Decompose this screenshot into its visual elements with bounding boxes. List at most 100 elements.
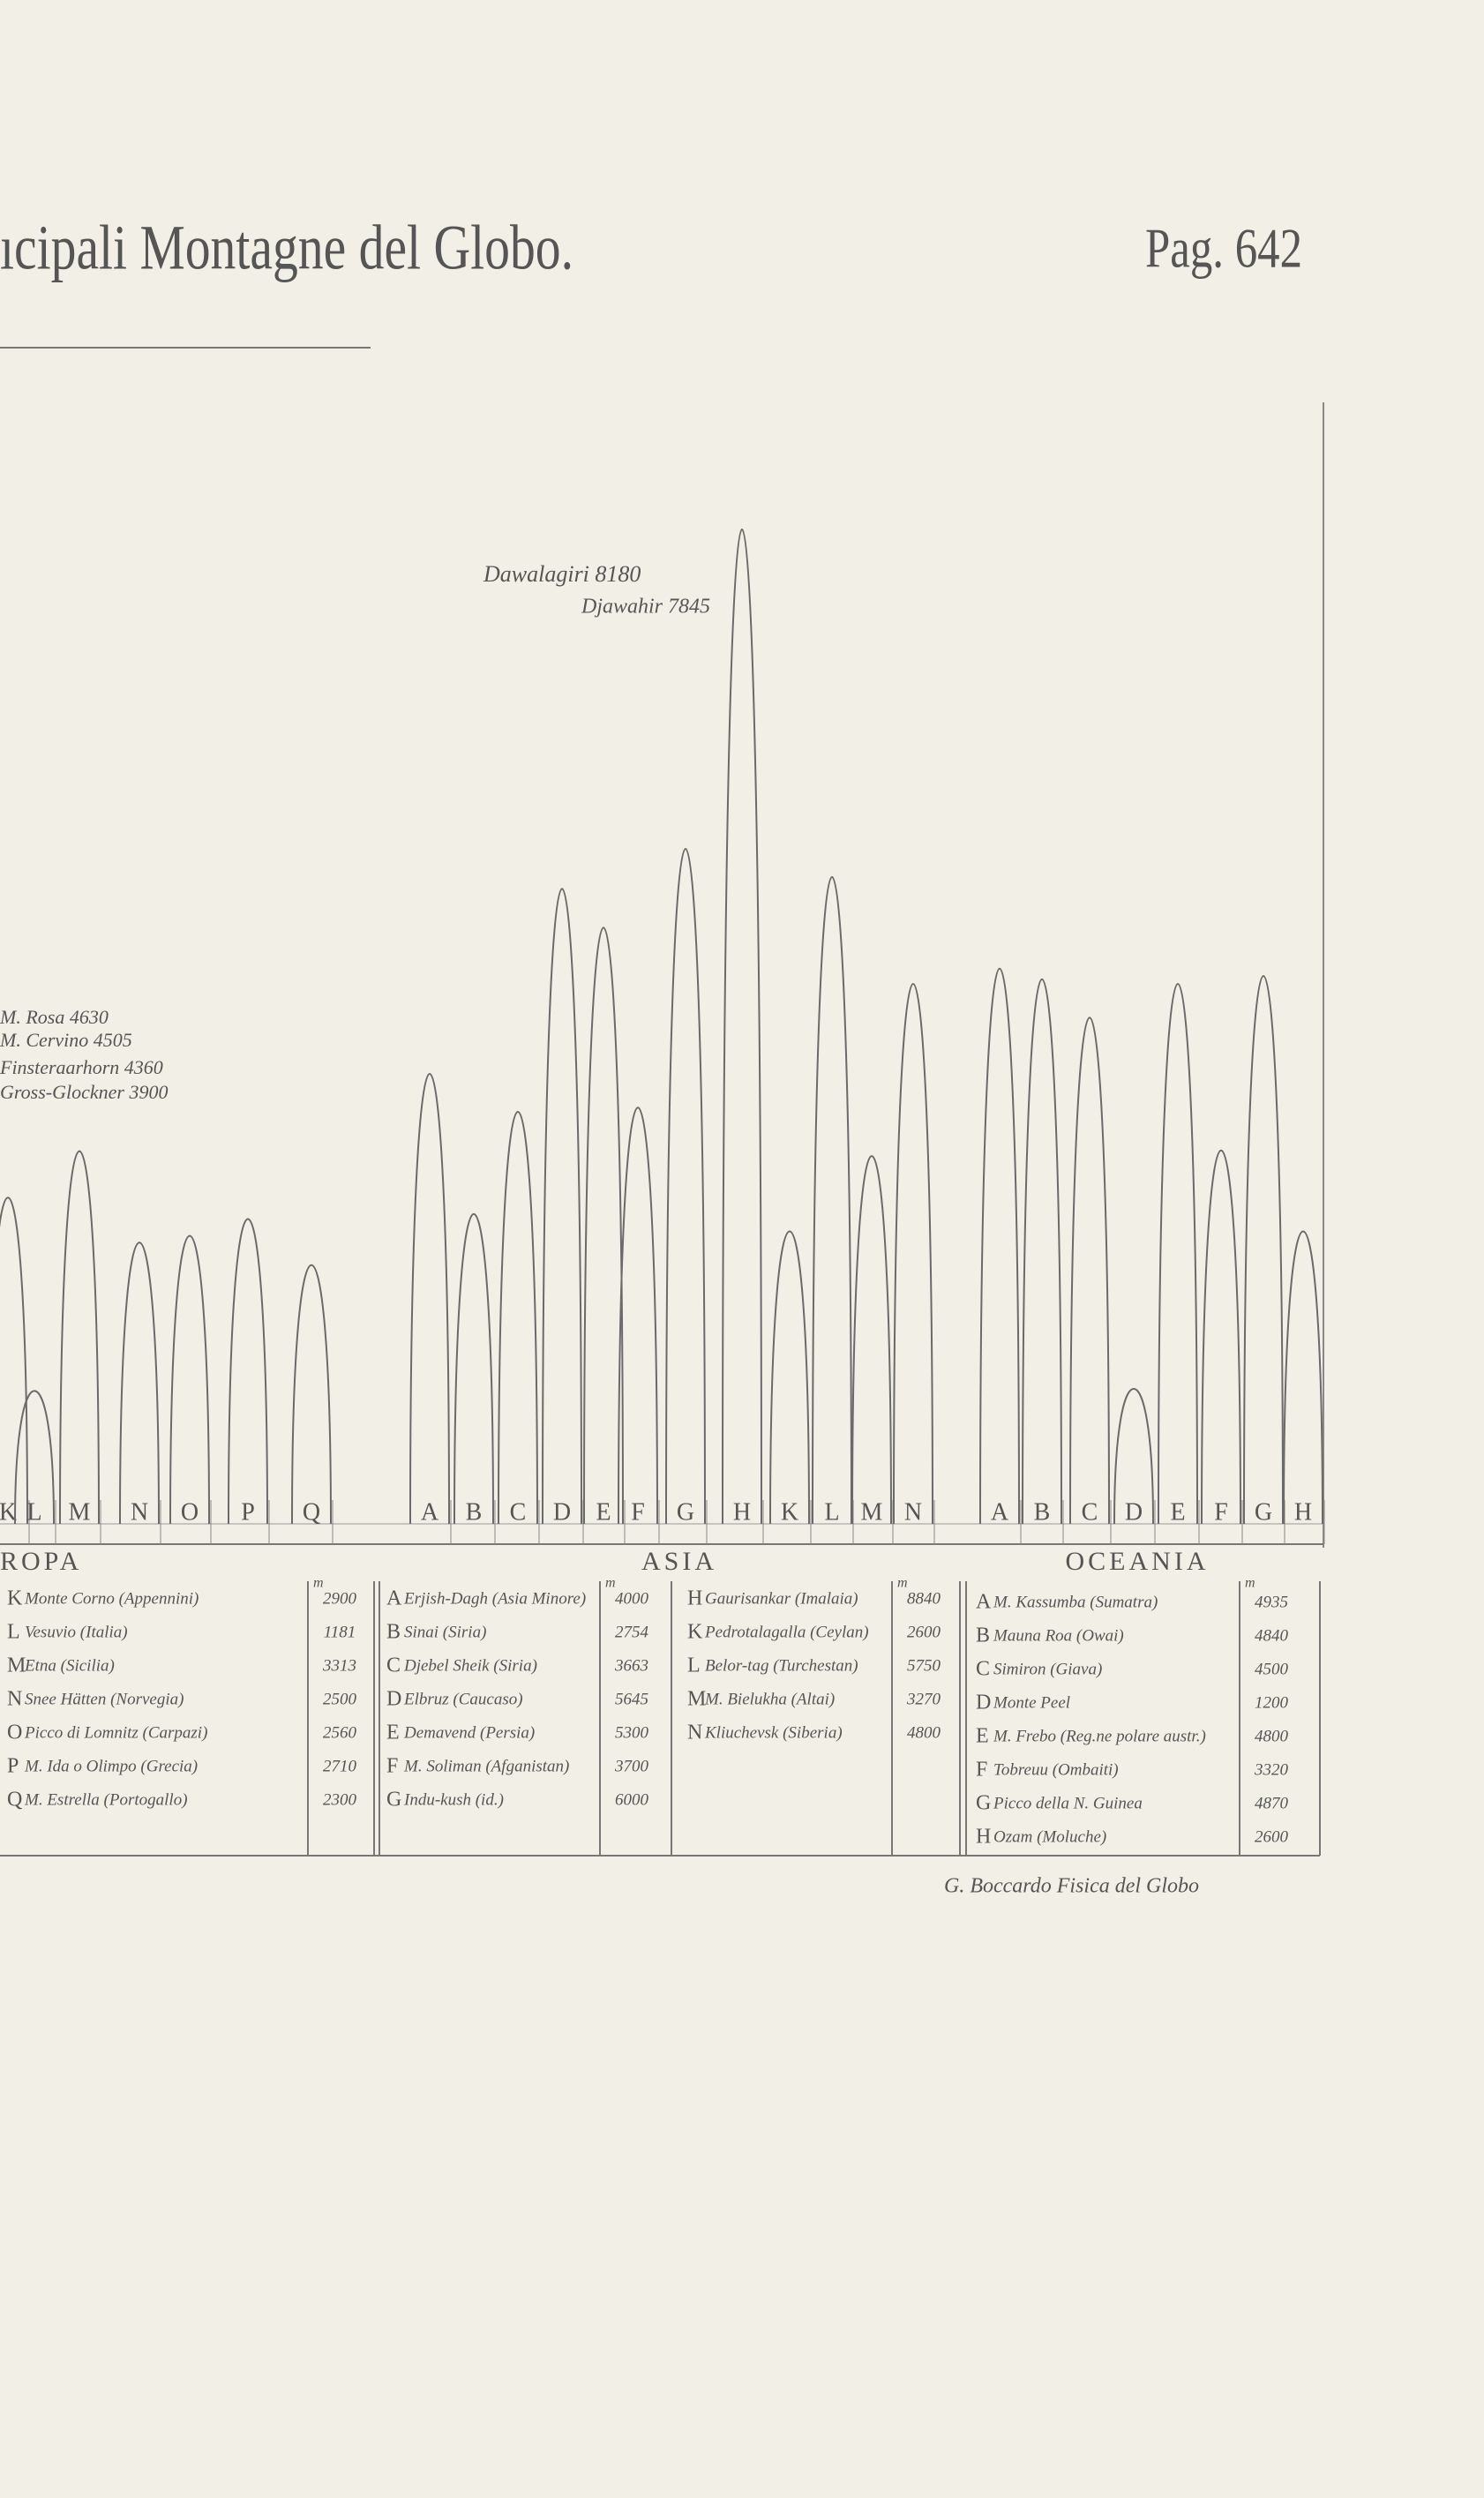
row-height: 3320	[1254, 1760, 1289, 1779]
row-name: Kliuchevsk (Siberia)	[704, 1723, 843, 1742]
peak-letter: D	[1125, 1498, 1143, 1526]
peak-letter: G	[677, 1498, 694, 1526]
peak-annotation: Dawalagiri 8180	[483, 561, 641, 587]
peak-letter: N	[904, 1498, 922, 1526]
row-letter: B	[386, 1621, 401, 1644]
peak	[291, 1264, 332, 1525]
row-name: Elbruz (Caucaso)	[403, 1690, 523, 1708]
peak-letter: E	[596, 1498, 611, 1526]
unit-label: m	[605, 1576, 616, 1591]
peak	[722, 528, 762, 1525]
peak-letter: L	[26, 1498, 41, 1526]
peak	[583, 926, 624, 1525]
row-name: Sinai (Siria)	[404, 1623, 486, 1641]
peak-letter: M	[69, 1498, 91, 1526]
row-name: Picco della N. Guinea	[993, 1794, 1143, 1812]
row-name: M. Frebo (Reg.ne polare austr.)	[993, 1727, 1206, 1745]
row-letter: L	[687, 1654, 701, 1677]
peak-letter: K	[781, 1498, 798, 1526]
row-name: Monte Corno (Appennini)	[24, 1589, 199, 1608]
peak	[1069, 1016, 1110, 1525]
row-name: Pedrotalagalla (Ceylan)	[704, 1623, 869, 1641]
row-name: M. Estrella (Portogallo)	[24, 1790, 188, 1809]
peak	[228, 1218, 268, 1525]
row-height: 4800	[1255, 1727, 1289, 1745]
row-height: 4800	[907, 1723, 941, 1742]
row-name: Ozam (Moluche)	[993, 1827, 1106, 1846]
peak	[169, 1234, 210, 1525]
peak	[618, 1106, 658, 1525]
row-height: 6000	[615, 1790, 649, 1809]
row-height: 4935	[1255, 1593, 1288, 1611]
row-height: 1200	[1255, 1693, 1289, 1712]
row-name: Snee Hätten (Norvegia)	[25, 1690, 184, 1708]
peak-letter: F	[631, 1498, 645, 1526]
row-height: 2710	[323, 1757, 357, 1775]
row-letter: D	[386, 1688, 401, 1711]
row-letter: C	[386, 1654, 401, 1677]
peak-letter: G	[1255, 1498, 1272, 1526]
row-name: M. Bielukha (Altai)	[704, 1690, 835, 1708]
row-name: Simiron (Giava)	[993, 1660, 1102, 1678]
row-letter: F	[386, 1755, 398, 1778]
row-height: 2900	[323, 1589, 357, 1608]
unit-label: m	[313, 1576, 324, 1591]
row-height: 1181	[324, 1623, 356, 1641]
row-height: 3700	[614, 1757, 649, 1775]
row-height: 2600	[1255, 1827, 1289, 1846]
row-letter: K	[7, 1587, 23, 1610]
row-letter: M	[687, 1688, 706, 1711]
peak	[812, 875, 852, 1525]
section-name: ROPA	[0, 1547, 82, 1576]
peak-annotation: Finsteraarhorn 4360	[0, 1056, 163, 1078]
peak-letter: C	[510, 1498, 527, 1526]
peak	[1022, 978, 1062, 1525]
row-name: Etna (Sicilia)	[24, 1656, 115, 1675]
peak	[1201, 1149, 1241, 1525]
peak	[409, 1072, 450, 1525]
row-letter: G	[976, 1792, 991, 1815]
section-name: OCEANIA	[1066, 1547, 1210, 1576]
peak	[498, 1110, 538, 1525]
row-letter: E	[386, 1722, 400, 1744]
row-name: Monte Peel	[993, 1693, 1070, 1712]
peak-letter: H	[1294, 1498, 1312, 1526]
row-letter: K	[687, 1621, 703, 1644]
row-name: Gaurisankar (Imalaia)	[705, 1589, 858, 1608]
peak	[769, 1230, 810, 1525]
row-letter: P	[7, 1755, 19, 1778]
peak-annotation: M. Rosa 4630	[0, 1006, 109, 1028]
row-letter: D	[976, 1692, 991, 1714]
row-name: M. Soliman (Afganistan)	[403, 1757, 569, 1775]
row-letter: Q	[7, 1789, 22, 1812]
peak-letter: D	[553, 1498, 571, 1526]
row-name: Belor-tag (Turchestan)	[705, 1656, 858, 1675]
peak-letter: A	[421, 1498, 439, 1526]
row-height: 5300	[615, 1723, 649, 1742]
peak	[59, 1150, 100, 1525]
row-height: 5645	[615, 1690, 648, 1708]
peak	[1158, 982, 1198, 1525]
peak-letter: F	[1214, 1498, 1228, 1526]
row-letter: H	[687, 1587, 702, 1610]
row-letter: L	[7, 1621, 20, 1644]
peak-annotation: M. Cervino 4505	[0, 1029, 132, 1051]
row-height: 2300	[323, 1790, 357, 1809]
row-name: Indu-kush (id.)	[403, 1790, 504, 1809]
peak	[1283, 1230, 1323, 1525]
row-height: 4870	[1255, 1794, 1289, 1812]
row-letter: G	[386, 1789, 401, 1812]
footer: G. Boccardo Fisica del Globo	[944, 1875, 1199, 1898]
peak-letter: H	[733, 1498, 751, 1526]
row-letter: B	[976, 1624, 990, 1647]
row-name: Mauna Roa (Owai)	[993, 1626, 1124, 1645]
row-name: Tobreuu (Ombaiti)	[993, 1760, 1119, 1779]
peak-letter: Q	[303, 1498, 320, 1526]
row-name: Demavend (Persia)	[403, 1723, 535, 1742]
row-height: 3313	[322, 1656, 356, 1675]
unit-label: m	[1245, 1576, 1255, 1591]
row-name: M. Ida o Olimpo (Grecia)	[24, 1757, 198, 1775]
peak-letter: B	[1034, 1498, 1051, 1526]
peak	[665, 847, 706, 1525]
